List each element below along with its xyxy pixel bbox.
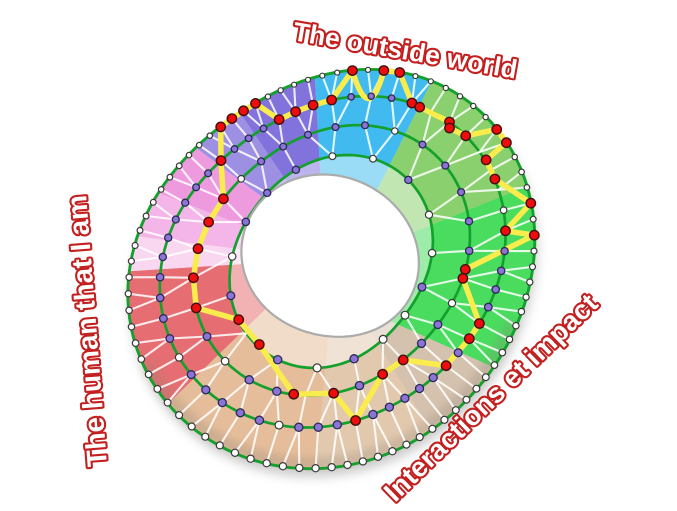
svg-text:The human that I am: The human that I am [61,194,113,468]
